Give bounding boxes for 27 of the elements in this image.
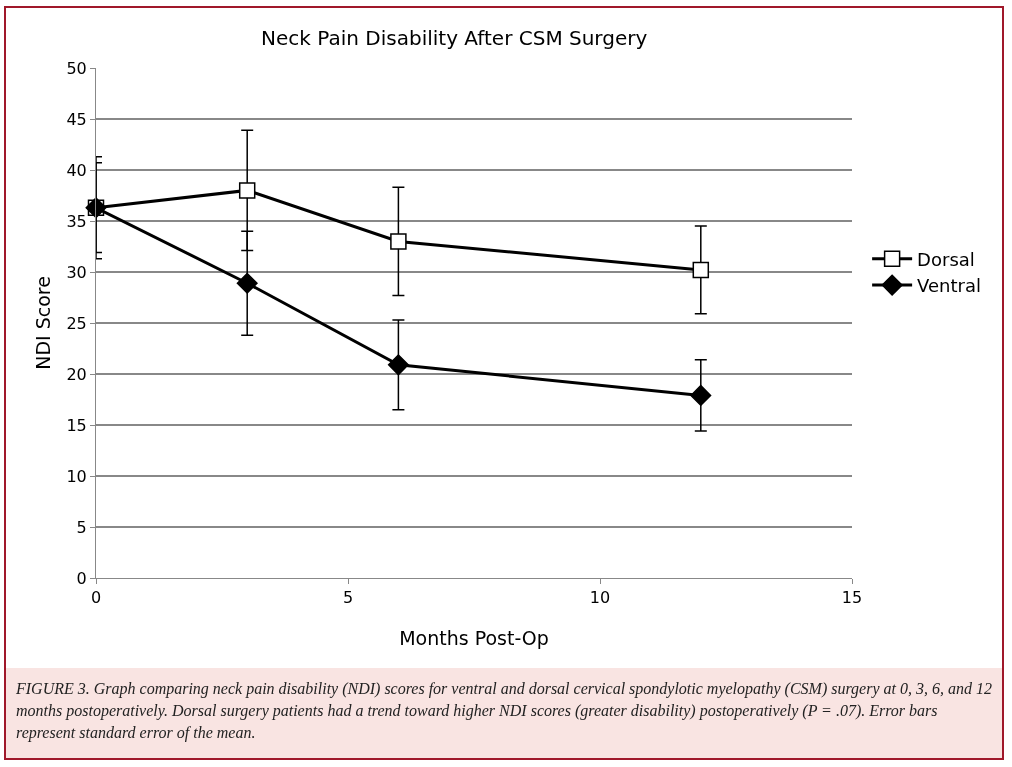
chart-title: Neck Pain Disability After CSM Surgery [261,26,648,51]
caption: FIGURE 3. Graph comparing neck pain disability (NDI) scores for ventral and dorsal cervical spondylotic myelopathy (CSM) surgery at 0, 3, 6, and 12 months postoperatively. Dorsal surgery patients had a trend toward higher NDI scores (greater disability) postoperatively (P = .07). Error bars represent standard error of the mean. [6,668,1002,758]
y-tick-label: 0 [76,568,87,588]
y-axis-title: NDI Score [32,276,55,370]
y-tick-label: 5 [76,517,87,537]
y-tick-label: 40 [66,160,87,180]
x-tick-label: 10 [589,588,611,608]
point [236,272,258,294]
y-tick-label: 45 [66,109,87,129]
point [692,261,710,279]
x-tick-label: 15 [841,588,863,608]
x-tick-label: 0 [90,588,102,608]
y-tick-label: 20 [66,364,87,384]
point [238,182,256,199]
x-tick-label: 5 [342,588,354,608]
y-tick-label: 50 [66,58,87,78]
y-tick-label: 30 [66,262,87,282]
legend-label: Ventral [917,275,982,297]
point [690,384,712,406]
y-tick-label: 25 [66,313,87,333]
y-tick-label: 35 [66,211,87,231]
x-axis-title: Months Post-Op [399,627,549,649]
y-tick-label: 10 [66,466,87,486]
point [387,354,409,376]
y-tick-label: 15 [66,415,87,435]
legend-label: Dorsal [917,248,975,270]
point [390,233,407,250]
